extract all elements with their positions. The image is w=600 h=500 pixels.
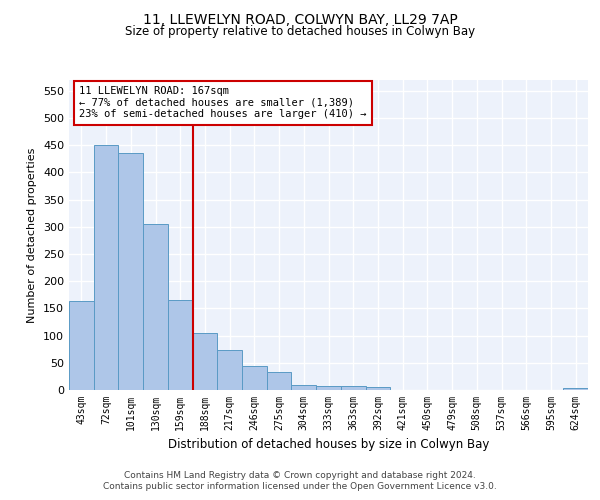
Bar: [118, 154, 143, 390]
Text: Contains public sector information licensed under the Open Government Licence v3: Contains public sector information licen…: [103, 482, 497, 491]
Text: 11 LLEWELYN ROAD: 167sqm
← 77% of detached houses are smaller (1,389)
23% of sem: 11 LLEWELYN ROAD: 167sqm ← 77% of detach…: [79, 86, 367, 120]
Text: Contains HM Land Registry data © Crown copyright and database right 2024.: Contains HM Land Registry data © Crown c…: [124, 471, 476, 480]
Bar: [193, 333, 217, 390]
Y-axis label: Number of detached properties: Number of detached properties: [28, 148, 37, 322]
Bar: [217, 350, 242, 390]
Bar: [365, 388, 390, 390]
X-axis label: Distribution of detached houses by size in Colwyn Bay: Distribution of detached houses by size …: [168, 438, 489, 452]
Bar: [94, 146, 118, 390]
Bar: [242, 366, 267, 390]
Bar: [168, 300, 193, 390]
Bar: [316, 386, 341, 390]
Bar: [292, 384, 316, 390]
Text: 11, LLEWELYN ROAD, COLWYN BAY, LL29 7AP: 11, LLEWELYN ROAD, COLWYN BAY, LL29 7AP: [143, 12, 457, 26]
Text: Size of property relative to detached houses in Colwyn Bay: Size of property relative to detached ho…: [125, 25, 475, 38]
Bar: [69, 302, 94, 390]
Bar: [563, 388, 588, 390]
Bar: [143, 224, 168, 390]
Bar: [341, 386, 365, 390]
Bar: [267, 372, 292, 390]
